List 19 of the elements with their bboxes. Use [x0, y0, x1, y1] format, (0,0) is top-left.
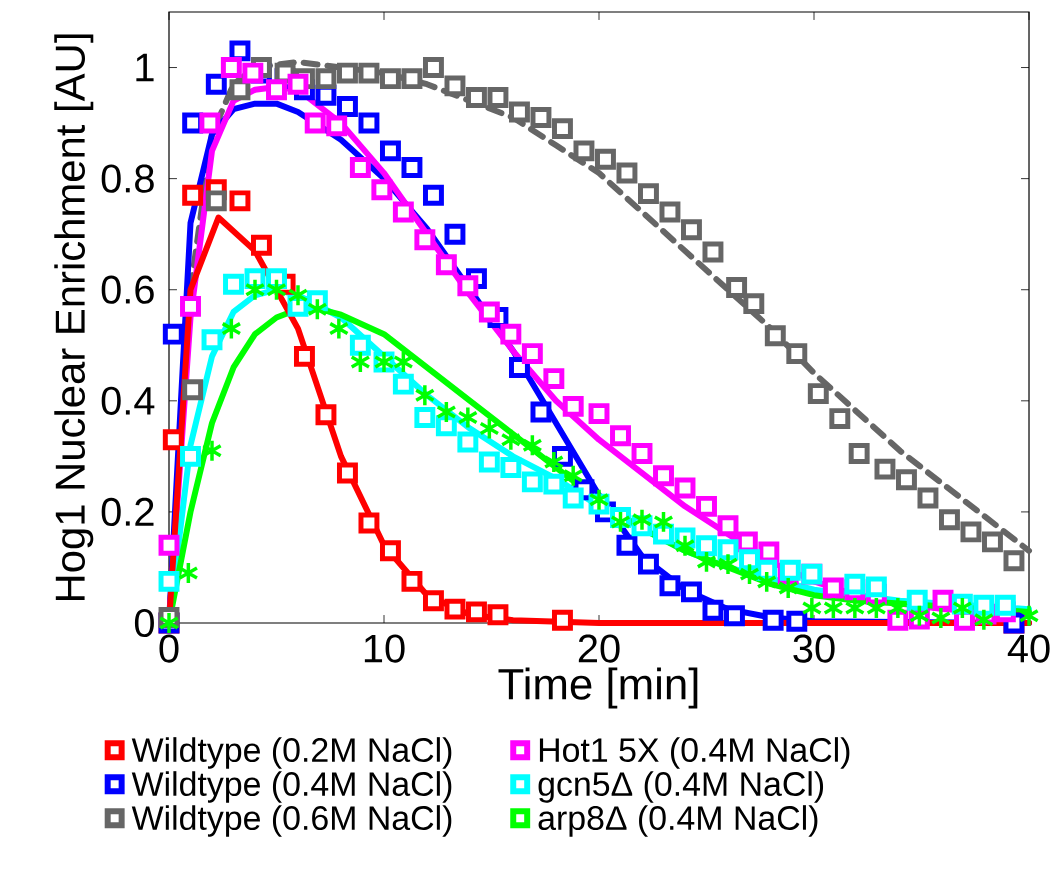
legend-label: arp8Δ (0.4M NaCl): [538, 805, 818, 837]
legend-label: Wildtype (0.6M NaCl): [131, 805, 452, 837]
legend-label: Wildtype (0.4M NaCl): [131, 771, 452, 803]
x-tick-label: 20: [578, 634, 620, 663]
legend-label: Hot1 5X (0.4M NaCl): [539, 737, 850, 769]
y-tick-label: 0: [134, 608, 154, 638]
x-tick-label: 0: [159, 634, 179, 663]
y-tick-label: 0.8: [101, 164, 154, 193]
y-tick-label: 0.6: [101, 275, 154, 304]
x-axis-title: Time [min]: [498, 667, 698, 709]
x-tick-label: 10: [364, 634, 405, 663]
legend-label: gcn5Δ (0.4M NaCl): [538, 771, 824, 803]
y-tick-label: 0.2: [101, 497, 154, 527]
y-tick-label: 0.4: [101, 386, 155, 415]
legend-label: Wildtype (0.2M NaCl): [131, 737, 452, 769]
y-axis-title: Hog1 Nuclear Enrichment [AU]: [54, 34, 94, 601]
x-tick-label: 40: [1007, 634, 1050, 663]
y-tick-label: 1: [136, 53, 154, 82]
x-tick-label: 30: [793, 634, 835, 663]
